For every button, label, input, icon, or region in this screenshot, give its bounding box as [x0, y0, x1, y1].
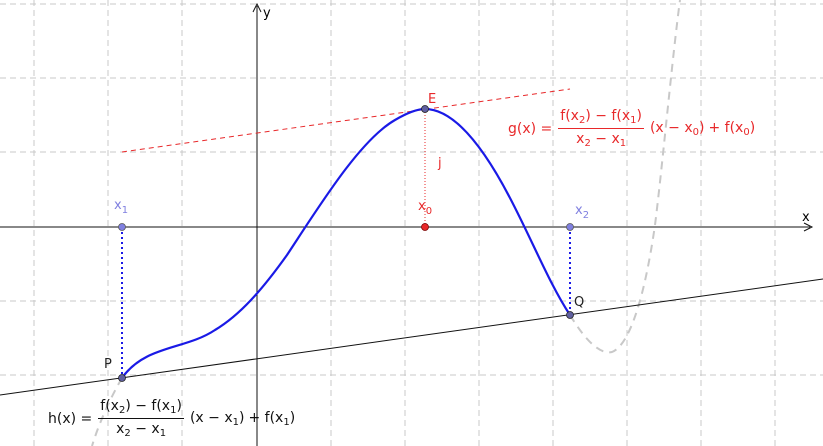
formula-h-denominator: x2 − x1 — [116, 421, 167, 439]
formula-g-denominator: x2 − x1 — [576, 131, 627, 149]
point-p-label: P — [104, 357, 112, 372]
point-x1[interactable] — [118, 223, 126, 231]
formula-h: h(x) = f(x2) − f(x1) x2 − x1 (x − x1) + … — [48, 398, 295, 439]
point-x2[interactable] — [566, 223, 574, 231]
formula-h-lhs: h(x) = — [48, 410, 93, 427]
point-e-label: E — [428, 92, 436, 107]
point-q[interactable] — [566, 311, 574, 319]
curve-extension-right — [569, 0, 681, 354]
point-x0[interactable] — [421, 223, 429, 231]
y-axis-label: y — [263, 6, 271, 21]
y-axis-arrow — [252, 2, 262, 13]
formula-g-term2: + f(x0) — [708, 119, 756, 138]
formula-g-term1: (x − x0) — [649, 119, 705, 138]
point-x1-label: x1 — [114, 198, 128, 216]
formula-h-fraction: f(x2) − f(x1) x2 − x1 — [98, 398, 184, 439]
point-x0-label: x0 — [418, 199, 432, 217]
x-axis-arrow — [803, 222, 814, 232]
function-curve-f — [121, 107, 571, 379]
formula-h-numerator: f(x2) − f(x1) — [98, 398, 184, 419]
point-q-label: Q — [574, 295, 584, 310]
formula-h-term1: (x − x1) — [189, 409, 245, 428]
formula-h-term2: + f(x1) — [248, 409, 296, 428]
tangent-line-g — [121, 88, 571, 153]
segment-j-label: j — [437, 156, 442, 171]
point-p[interactable] — [118, 374, 126, 382]
x-axis-label: x — [802, 210, 810, 225]
formula-g-fraction: f(x2) − f(x1) x2 − x1 — [558, 108, 644, 149]
formula-g: g(x) = f(x2) − f(x1) x2 − x1 (x − x0) + … — [508, 108, 755, 149]
curve-extension-left — [91, 377, 123, 446]
point-x2-label: x2 — [575, 203, 589, 221]
formula-g-lhs: g(x) = — [508, 120, 553, 137]
point-e[interactable] — [421, 105, 429, 113]
formula-g-numerator: f(x2) − f(x1) — [558, 108, 644, 129]
secant-line-h — [0, 278, 823, 396]
